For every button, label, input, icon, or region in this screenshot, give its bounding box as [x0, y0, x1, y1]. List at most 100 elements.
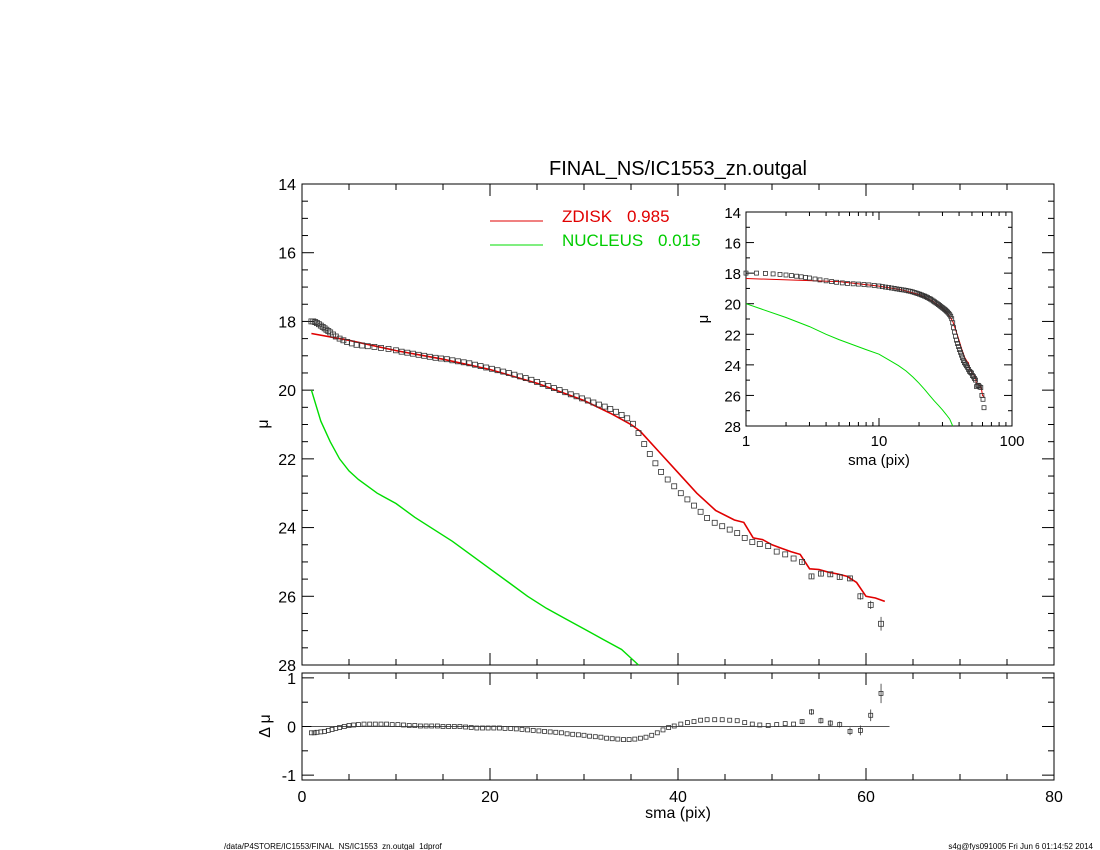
observed-data-point — [635, 430, 642, 437]
inset-data-point — [956, 344, 961, 349]
legend-zdisk-value: 0.985 — [627, 207, 670, 226]
main-y-tick-label: 16 — [278, 246, 296, 263]
observed-data-point — [697, 508, 704, 515]
residual-data-point — [308, 730, 314, 736]
observed-data-point — [385, 345, 392, 352]
zdisk-model-line — [311, 332, 886, 603]
inset-y-tick-label: 24 — [724, 358, 741, 375]
residual-data-point — [649, 732, 655, 738]
observed-data-point — [579, 395, 585, 402]
residual-data-point — [434, 723, 440, 729]
residual-data-point — [491, 725, 497, 731]
observed-data-point — [340, 337, 347, 344]
residual-data-point — [502, 726, 508, 731]
residual-data-point — [406, 723, 412, 728]
inset-axis-ticks: 14 16 18 20 22 24 26 281 10 100 — [724, 205, 1024, 450]
observed-data-point — [359, 342, 366, 349]
residual-data-point — [337, 725, 343, 730]
inset-data-point — [789, 273, 794, 279]
main-y-tick-label: 24 — [278, 521, 296, 538]
residual-data-point — [632, 736, 638, 742]
inset-data-point — [880, 284, 885, 290]
inset-y-axis-label: μ — [695, 315, 712, 324]
x-tick-label: 0 — [298, 789, 307, 806]
residual-data-point — [643, 734, 649, 740]
observed-data-point — [741, 535, 748, 541]
residual-data-point — [547, 729, 553, 735]
residual-data-point — [581, 732, 587, 738]
observed-data-point — [371, 343, 378, 350]
main-x-axis-label: sma (pix) — [645, 805, 711, 822]
observed-data-point — [494, 367, 501, 374]
inset-data-point — [856, 281, 861, 287]
residual-data-point — [671, 723, 677, 729]
inset-data-point — [866, 282, 872, 288]
residual-data-point — [542, 729, 547, 734]
residual-data-point — [463, 724, 469, 730]
inset-data-point — [981, 405, 987, 411]
residual-data-point — [704, 717, 710, 723]
residual-data-point — [346, 723, 352, 728]
inset-data-point — [834, 279, 839, 285]
observed-data-point — [878, 620, 884, 627]
inset-data-point — [807, 275, 812, 281]
residual-data-point — [847, 729, 853, 734]
inset-data-point — [845, 281, 850, 286]
inset-data-point — [850, 281, 856, 287]
legend-zdisk-name: ZDISK — [562, 207, 613, 226]
residual-data-point — [604, 735, 609, 741]
x-tick-label: 60 — [857, 789, 875, 806]
observed-data-point — [455, 358, 461, 365]
inset-data-point — [829, 279, 834, 285]
observed-data-point — [719, 523, 726, 530]
observed-data-point — [671, 483, 678, 490]
observed-data-point — [378, 344, 384, 351]
observed-data-point — [847, 575, 853, 582]
residual-data-point — [412, 723, 418, 728]
observed-data-point — [630, 420, 636, 427]
observed-data-point — [556, 387, 563, 394]
observed-data-point — [773, 548, 780, 555]
observed-data-point — [573, 393, 580, 400]
observed-data-point — [624, 415, 631, 422]
x-tick-label: 20 — [481, 789, 499, 806]
residual-data-point — [727, 717, 733, 723]
inset-data-point — [960, 355, 965, 361]
residual-data-point — [429, 723, 435, 729]
residual-data-point — [791, 721, 796, 727]
inset-data-point — [950, 320, 956, 326]
inset-data-point — [743, 270, 749, 276]
observed-data-point — [409, 350, 416, 357]
inset-data-point — [812, 276, 818, 282]
residual-data-point — [678, 721, 684, 727]
residual-data-point — [615, 736, 621, 742]
observed-data-point — [398, 348, 405, 355]
observed-data-point — [438, 355, 445, 362]
inset-nucleus-model-line — [745, 303, 954, 427]
residual-data-point — [592, 734, 598, 740]
observed-data-point — [799, 559, 805, 565]
observed-data-point — [522, 375, 529, 382]
observed-data-point — [782, 551, 789, 558]
observed-data-point — [545, 383, 552, 389]
residual-data-point — [570, 731, 576, 737]
residual-data-point — [508, 726, 514, 731]
main-y-tick-label: 28 — [278, 658, 296, 675]
inset-data-point — [973, 377, 978, 383]
residual-data-point — [451, 724, 457, 729]
residual-data-point — [485, 725, 491, 731]
nucleus-model-line — [310, 389, 639, 666]
observed-data-point — [415, 351, 422, 358]
residual-data-point — [361, 721, 367, 727]
residual-y-axis-label: Δ μ — [257, 714, 274, 737]
residual-data-point — [367, 721, 373, 727]
residual-data-point — [378, 721, 384, 727]
residual-data-point — [691, 719, 697, 724]
inset-y-tick-label: 16 — [724, 236, 741, 253]
residual-data-point — [742, 720, 748, 725]
inset-data-point — [839, 280, 845, 286]
legend-nucleus-value: 0.015 — [658, 231, 701, 250]
observed-data-point — [726, 526, 733, 533]
main-series-layer — [310, 332, 886, 666]
